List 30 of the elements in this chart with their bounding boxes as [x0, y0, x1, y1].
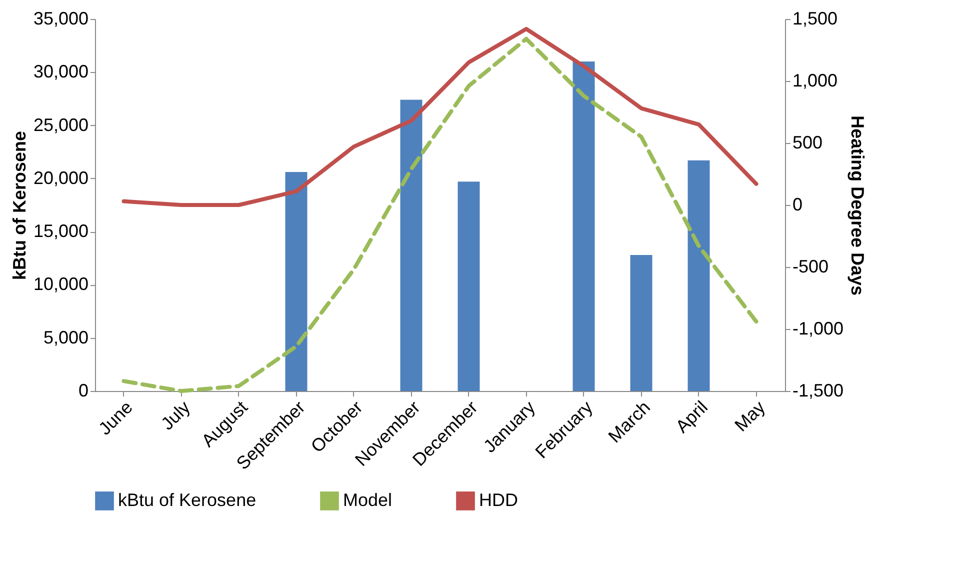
bar: [630, 254, 652, 391]
legend-label: HDD: [479, 490, 518, 510]
y2-tick-label: 1,000: [792, 70, 838, 90]
x-tick-label: May: [730, 397, 769, 436]
y2-tick-label: 500: [792, 132, 823, 152]
legend-label: kBtu of Kerosene: [118, 490, 256, 510]
y-tick-label: 25,000: [33, 114, 88, 135]
y-tick-label: 15,000: [33, 221, 88, 242]
bar: [400, 100, 422, 391]
y-tick-label: 5,000: [43, 327, 88, 348]
y-tick-label: 10,000: [33, 274, 88, 294]
bar: [458, 182, 480, 391]
y2-tick-label: -1,000: [792, 318, 844, 338]
y-tick-label: 0: [78, 380, 88, 400]
bar: [688, 160, 710, 391]
line-series: [122, 36, 758, 393]
line-series: [122, 26, 758, 207]
y-axis-title: kBtu of Kerosene: [9, 130, 30, 280]
y-tick-label: 20,000: [33, 168, 88, 188]
y2-tick-label: -500: [792, 256, 829, 276]
y-tick-label: 30,000: [33, 62, 88, 82]
legend-label: Model: [343, 490, 392, 510]
x-tick-label: July: [157, 397, 194, 434]
bar: [572, 62, 595, 391]
y2-tick-label: 0: [792, 194, 803, 214]
y-tick-label: 35,000: [33, 8, 88, 28]
bar: [285, 172, 308, 391]
y2-tick-label: -1,500: [792, 380, 844, 400]
y2-axis-title: Heating Degree Days: [848, 115, 868, 296]
y2-tick-label: 1,500: [792, 8, 838, 28]
